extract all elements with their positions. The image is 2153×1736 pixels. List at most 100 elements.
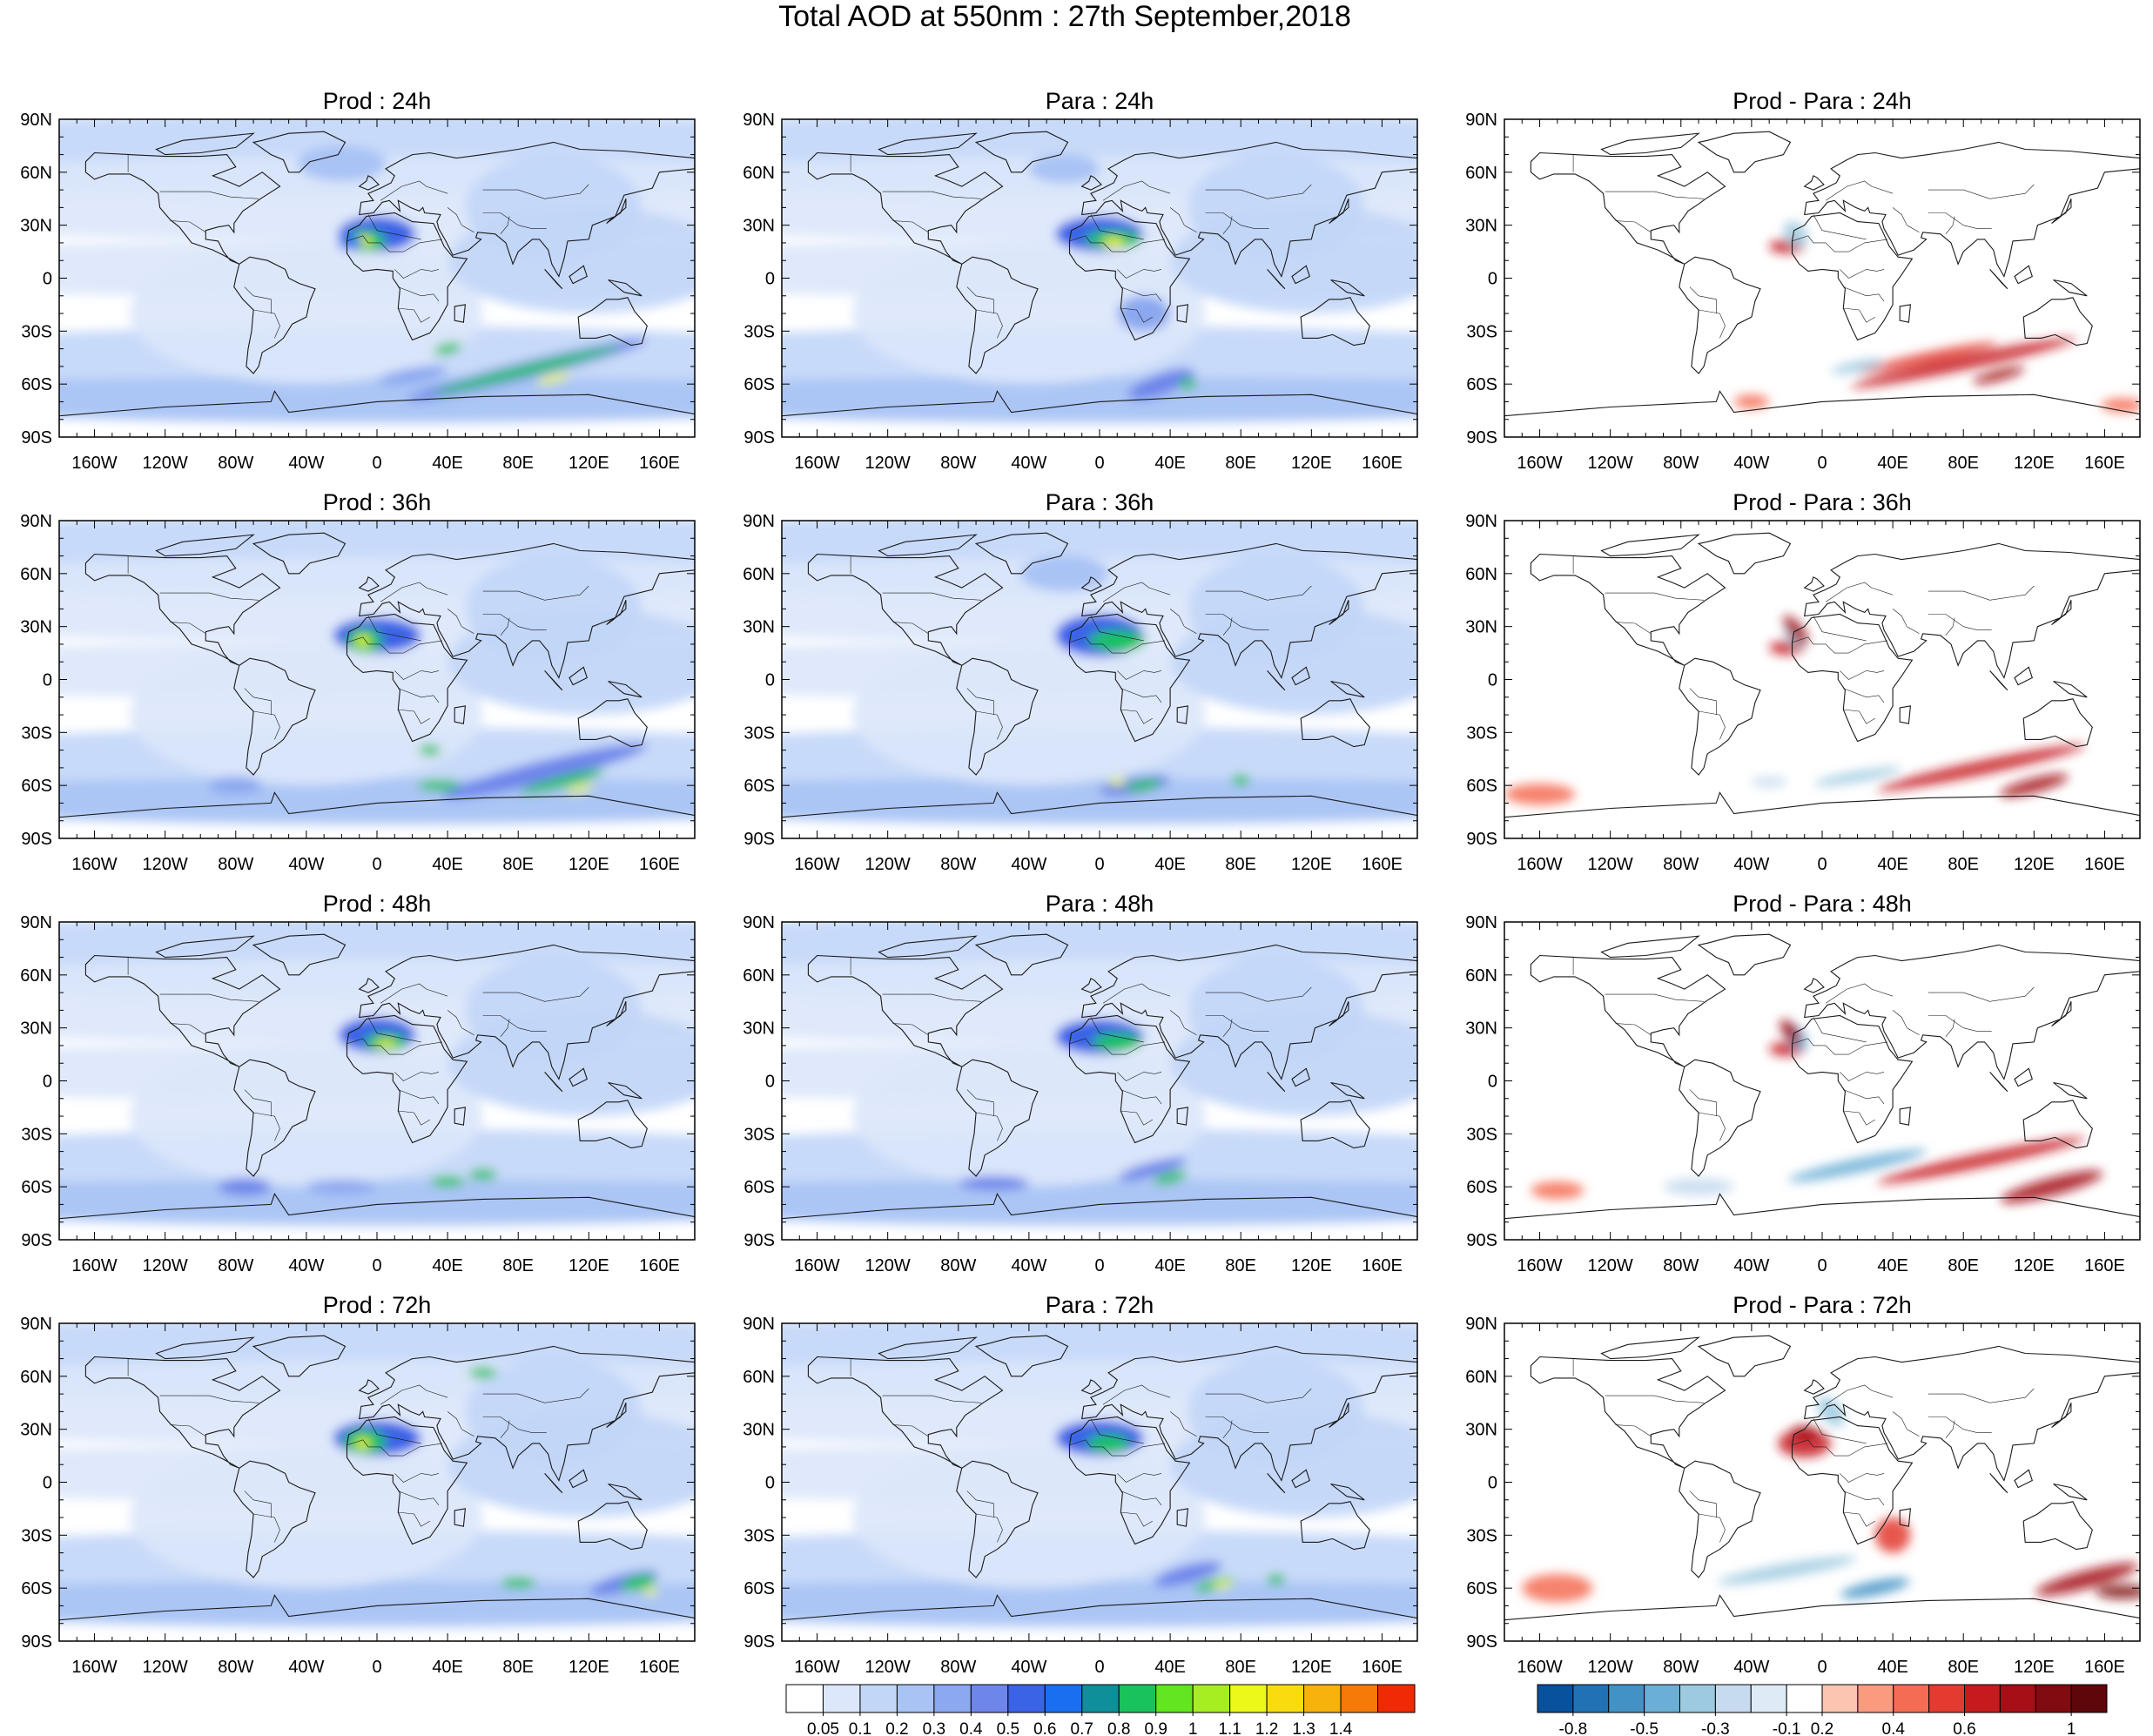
lat-tick-label: 90S [21, 1231, 52, 1250]
country-border [1222, 617, 1233, 636]
lon-tick-label: 80E [1948, 454, 1979, 473]
country-border [1205, 184, 1312, 199]
coastline [1791, 212, 1914, 341]
lon-tick-label: 40E [1154, 855, 1186, 874]
lon-tick-label: 80W [940, 1256, 976, 1275]
coastline [2051, 198, 2072, 225]
country-border [394, 269, 440, 279]
lat-tick-label: 60S [1466, 1178, 1497, 1197]
coastline [1803, 978, 1825, 993]
tick-marks [58, 520, 696, 839]
coastline [59, 1193, 695, 1240]
coastline [1804, 542, 2140, 679]
panel-title: Prod - Para : 36h [1732, 489, 1912, 515]
colorbar-swatch [1155, 1684, 1194, 1713]
diff-plume [1813, 767, 1901, 786]
aod-plume [468, 1367, 497, 1378]
coastline [358, 175, 380, 191]
lon-tick-label: 0 [372, 1658, 381, 1677]
diff-plume [1874, 1517, 1911, 1553]
country-border [1120, 1089, 1162, 1105]
aod-plume [218, 1178, 272, 1196]
coastline [608, 1081, 643, 1100]
colorbar-swatch [1572, 1684, 1610, 1713]
country-border [482, 1388, 589, 1403]
country-border [1843, 688, 1885, 703]
lat-tick-label: 60S [21, 1579, 52, 1598]
coastline [1504, 1193, 2140, 1240]
aod-haze [465, 957, 643, 1064]
colorbar-label: -0.5 [1630, 1720, 1658, 1736]
lon-tick-label: 40W [1733, 454, 1769, 473]
lon-tick-label: 0 [1094, 1256, 1104, 1275]
country-border [1615, 1023, 1652, 1036]
lat-tick-label: 30N [20, 217, 52, 236]
lon-tick-label: 160E [2084, 1256, 2125, 1275]
lon-tick-label: 40W [288, 855, 324, 874]
coastline [233, 1460, 316, 1578]
colorbar-label: -0.1 [1773, 1720, 1801, 1736]
lon-tick-label: 80E [1225, 855, 1256, 874]
lat-tick-label: 30N [20, 1421, 52, 1440]
lat-tick-label: 90S [21, 428, 52, 447]
map-panel: Para : 48h 90N 60N 30N 0 30S 60S 90S 160W 120W 80W… [743, 891, 1418, 1275]
country-border [482, 585, 589, 601]
map-panel: Prod - Para : 48h 90N 60N 30N 0 30S 60S 90S 160W… [1465, 891, 2141, 1275]
aod-haze [852, 1446, 1206, 1589]
coastline [1291, 1067, 1310, 1087]
coastline [2022, 1501, 2093, 1551]
lat-tick-label: 0 [1488, 270, 1497, 289]
lat-tick-label: 90S [1466, 1231, 1497, 1250]
panel-title: Para : 48h [1046, 891, 1154, 917]
country-border [1945, 1420, 1955, 1438]
country-border [1699, 1112, 1726, 1141]
lat-tick-label: 60S [743, 1579, 775, 1598]
coastline [544, 670, 563, 691]
tick-marks [1504, 118, 2141, 438]
country-border [1169, 1411, 1197, 1437]
coastline [1804, 1345, 2140, 1482]
lat-tick-label: 30N [20, 618, 52, 637]
lat-tick-label: 90S [21, 1632, 52, 1652]
country-border [1689, 1490, 1717, 1518]
coastline [807, 151, 1004, 265]
aod-plume [1108, 778, 1127, 786]
aod-plume [958, 1176, 1029, 1191]
lon-tick-label: 80E [502, 1256, 534, 1275]
country-border [1205, 614, 1269, 630]
country-border [1117, 1473, 1162, 1483]
country-border [1120, 688, 1162, 703]
lat-tick-label: 60S [1466, 375, 1497, 394]
aod-haze [1188, 1358, 1365, 1465]
coastline [1899, 304, 1912, 323]
map-background [1504, 119, 2140, 437]
country-border [1892, 609, 1920, 635]
aod-plume [417, 780, 461, 791]
lat-tick-label: 60S [743, 1178, 775, 1197]
lon-tick-label: 80E [1948, 1658, 1979, 1677]
lat-tick-label: 30S [743, 1125, 775, 1144]
coastlines [782, 532, 1417, 838]
country-border [482, 986, 589, 1002]
lon-tick-label: 120W [1588, 1658, 1633, 1677]
aod-haze [130, 1045, 483, 1188]
colorbar-label: 0.8 [1107, 1720, 1130, 1736]
lon-tick-label: 160W [1517, 1658, 1562, 1677]
lon-tick-label: 40E [1154, 454, 1186, 473]
country-border [1928, 614, 1992, 630]
aod-plume [566, 784, 594, 794]
aod-plume [1088, 629, 1146, 652]
lon-tick-label: 160W [794, 1658, 839, 1677]
coastline [1330, 680, 1365, 698]
lat-tick-label: 90S [1466, 1632, 1497, 1652]
aod-plume [441, 744, 648, 799]
country-border [398, 286, 440, 302]
colorbar-swatch [1857, 1684, 1894, 1713]
coastline [878, 132, 978, 156]
lat-tick-label: 90N [20, 111, 52, 130]
coastline [1899, 1107, 1912, 1126]
lat-tick-label: 90S [743, 1231, 775, 1250]
country-border [1843, 1110, 1875, 1126]
coastline [1791, 1014, 1914, 1144]
country-border [1843, 709, 1875, 724]
